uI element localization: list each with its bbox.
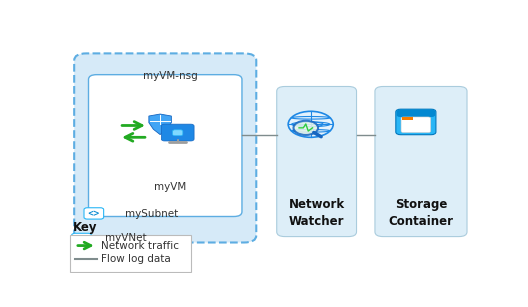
FancyBboxPatch shape	[72, 233, 91, 245]
FancyBboxPatch shape	[375, 87, 467, 237]
Bar	[402, 118, 413, 120]
FancyBboxPatch shape	[74, 53, 256, 243]
FancyBboxPatch shape	[397, 110, 435, 117]
FancyBboxPatch shape	[70, 235, 191, 272]
Text: <··>: <··>	[73, 236, 90, 242]
Text: Flow log data: Flow log data	[101, 254, 171, 264]
Text: Network traffic: Network traffic	[101, 241, 179, 251]
Text: myVNet: myVNet	[105, 233, 146, 243]
FancyBboxPatch shape	[401, 117, 431, 133]
FancyBboxPatch shape	[89, 75, 242, 216]
FancyBboxPatch shape	[173, 130, 183, 136]
FancyBboxPatch shape	[396, 109, 436, 135]
Text: mySubnet: mySubnet	[125, 209, 178, 219]
Text: <>: <>	[88, 209, 100, 218]
Text: myVM: myVM	[154, 182, 186, 192]
Text: Key: Key	[73, 221, 98, 234]
Text: Network
Watcher: Network Watcher	[289, 198, 345, 227]
Text: myVM-nsg: myVM-nsg	[143, 71, 197, 80]
Circle shape	[294, 121, 318, 135]
FancyBboxPatch shape	[162, 124, 194, 141]
FancyBboxPatch shape	[277, 87, 356, 237]
FancyBboxPatch shape	[84, 208, 103, 219]
Text: Storage
Container: Storage Container	[389, 198, 454, 227]
Circle shape	[288, 111, 333, 137]
Polygon shape	[149, 114, 172, 134]
